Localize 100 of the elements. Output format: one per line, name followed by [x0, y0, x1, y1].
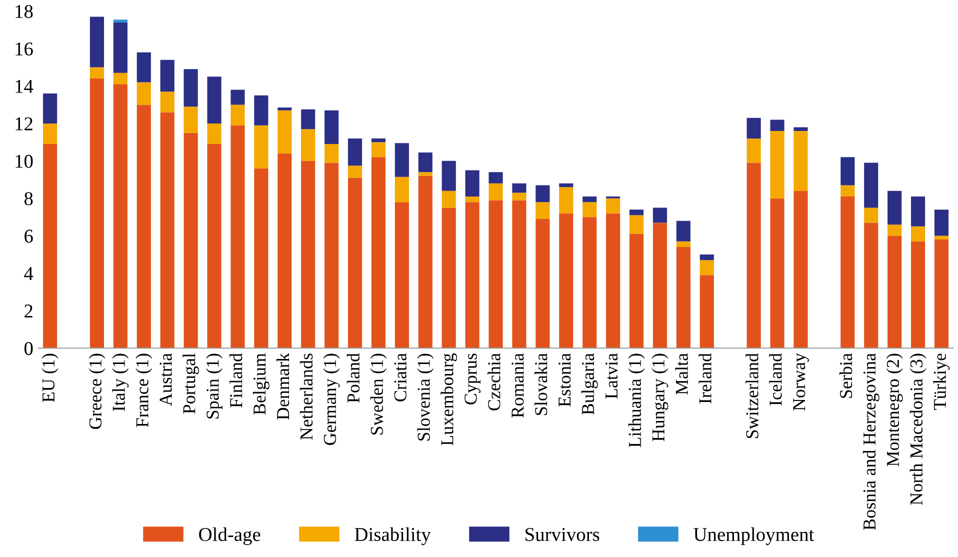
- x-tick-label: Greece (1): [88, 354, 106, 429]
- bar: [910, 196, 926, 226]
- legend-label: Survivors: [526, 528, 600, 542]
- y-tick-label: 16: [16, 42, 33, 56]
- bar: [536, 202, 550, 219]
- bar: [536, 218, 550, 348]
- x-tick-label: Spain (1): [206, 354, 222, 418]
- bar: [230, 104, 245, 126]
- x-tick-label: Türkiye: [933, 354, 950, 410]
- bar: [746, 138, 761, 163]
- bar: [676, 241, 690, 248]
- bar: [864, 222, 878, 348]
- y-tick-label: 10: [16, 154, 33, 168]
- bar: [442, 190, 456, 208]
- x-tick-label: Czechia: [488, 353, 500, 410]
- x-tick-label: Malta: [675, 353, 688, 395]
- x-tick-label: Bulgaria: [581, 353, 598, 415]
- bar: [582, 217, 597, 348]
- y-tick-label: 8: [24, 192, 33, 206]
- x-tick-label: Slovakia: [534, 353, 548, 415]
- bar: [230, 90, 245, 105]
- x-tick-label: Denmark: [276, 352, 290, 420]
- bar: [324, 162, 339, 348]
- bar: [348, 178, 362, 348]
- bar: [90, 78, 104, 348]
- bar: [394, 202, 409, 348]
- x-tick-label: Netherlands: [300, 354, 313, 440]
- y-tick-label: 4: [24, 267, 34, 280]
- bar: [512, 200, 526, 348]
- bar: [746, 118, 761, 138]
- bar: [465, 196, 480, 202]
- bar: [254, 95, 268, 126]
- bar: [910, 226, 926, 242]
- bar: [160, 112, 174, 348]
- bar: [113, 20, 128, 22]
- x-tick-label: Austria: [160, 353, 172, 406]
- x-tick-label: Switzerland: [746, 353, 758, 438]
- bar: [371, 138, 386, 142]
- bar: [184, 132, 198, 348]
- bar: [254, 168, 268, 348]
- bar: [113, 22, 128, 73]
- bar: [840, 157, 855, 186]
- bar: [606, 198, 620, 214]
- x-tick-label: Norway: [793, 353, 809, 411]
- x-tick-label: Romania: [512, 353, 524, 418]
- bar: [90, 67, 104, 79]
- bar: [136, 104, 151, 348]
- bar: [864, 162, 878, 208]
- x-tick-label: Portugal: [182, 353, 200, 414]
- x-tick-label: Latvia: [605, 353, 618, 399]
- bar: [324, 110, 339, 144]
- x-tick-label: Bosnia and Herzegovina: [862, 353, 880, 530]
- x-tick-label: Poland: [346, 353, 360, 403]
- bar: [160, 92, 174, 112]
- bar: [629, 215, 644, 234]
- y-tick-label: 2: [24, 304, 32, 318]
- x-tick-label: Estonia: [558, 353, 571, 407]
- bar: [184, 106, 198, 133]
- x-tick-label: Cyprus: [464, 354, 480, 404]
- x-tick-label: Slovenia (1): [417, 354, 434, 441]
- y-tick-label: 12: [16, 117, 32, 130]
- bar: [371, 142, 386, 158]
- bar: [230, 125, 245, 348]
- x-tick-label: Serbia: [839, 353, 852, 398]
- bar: [840, 185, 855, 196]
- bar: [301, 160, 316, 348]
- bar: [442, 160, 456, 191]
- bar: [254, 125, 268, 168]
- bar: [301, 109, 316, 130]
- bar: [676, 220, 690, 242]
- legend-label: Disability: [354, 527, 431, 546]
- bar: [160, 60, 174, 92]
- x-tick-label: Sweden (1): [370, 354, 387, 435]
- bar: [606, 213, 620, 348]
- bar: [136, 82, 151, 105]
- bar: [207, 123, 222, 144]
- bar: [488, 172, 503, 184]
- bar: [629, 210, 644, 216]
- bar: [488, 200, 503, 348]
- bar: [512, 192, 526, 200]
- x-tick-label: Italy (1): [112, 354, 129, 411]
- y-tick-label: 14: [16, 80, 34, 93]
- bar: [418, 152, 432, 172]
- bar: [536, 185, 550, 202]
- bar: [394, 143, 409, 177]
- bar: [910, 241, 926, 348]
- bar: [278, 110, 292, 154]
- x-tick-label: Finland: [230, 353, 242, 408]
- bar: [278, 153, 292, 348]
- bar: [43, 94, 58, 124]
- bar: [418, 172, 432, 176]
- bar: [559, 213, 574, 348]
- bar: [582, 202, 597, 218]
- x-tick-label: EU (1): [42, 354, 58, 402]
- y-tick-label: 18: [16, 4, 33, 18]
- bar: [888, 190, 902, 225]
- bar: [207, 76, 222, 124]
- bar: [207, 144, 222, 348]
- bar: [394, 176, 409, 202]
- x-tick-label: Luxembourg: [440, 353, 458, 446]
